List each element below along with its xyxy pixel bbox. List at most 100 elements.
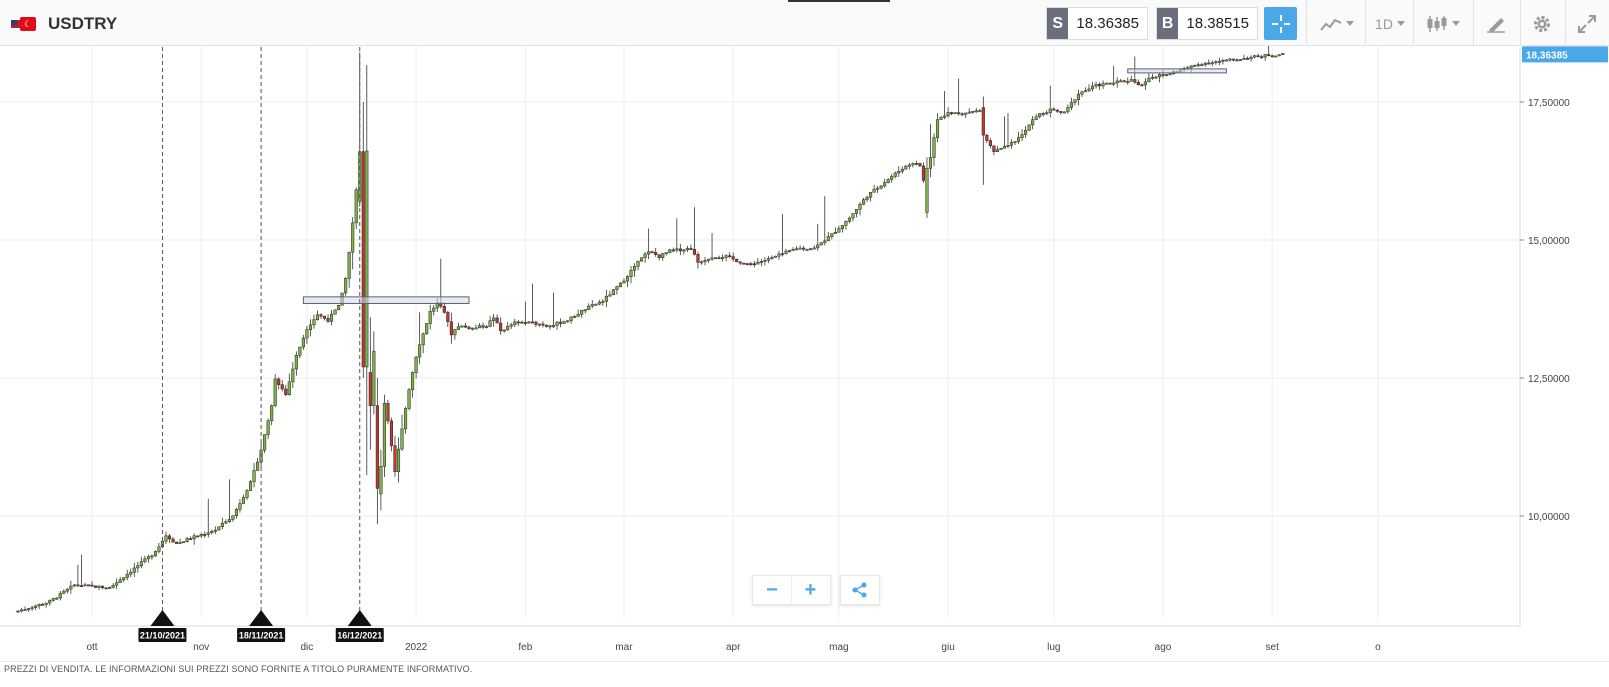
footer-divider bbox=[0, 661, 1609, 662]
candle-body bbox=[714, 257, 718, 260]
candle-body bbox=[851, 213, 855, 219]
chart-type-button[interactable] bbox=[1314, 7, 1360, 40]
currency-pair-flag-icon: ☾ bbox=[10, 17, 36, 31]
candle-body bbox=[995, 149, 999, 153]
candle-body bbox=[1238, 59, 1243, 61]
candle-body bbox=[312, 319, 316, 326]
candle-body bbox=[654, 251, 658, 255]
x-tick-label: giu bbox=[941, 642, 954, 653]
candle-body bbox=[1020, 134, 1024, 138]
gear-icon bbox=[1534, 15, 1550, 32]
candle-body bbox=[643, 253, 647, 258]
candle-body bbox=[418, 344, 422, 358]
candle-body bbox=[763, 260, 767, 262]
candle-body bbox=[1270, 55, 1274, 58]
candle-body bbox=[999, 148, 1003, 150]
candle-body bbox=[699, 261, 704, 264]
candle-body bbox=[301, 337, 305, 348]
candle-body bbox=[115, 582, 119, 586]
candle-body bbox=[731, 256, 735, 260]
candle-body bbox=[580, 310, 584, 315]
candle-body bbox=[689, 248, 693, 250]
candle-body bbox=[1066, 107, 1070, 113]
candle-body bbox=[953, 112, 957, 115]
candle-body bbox=[770, 257, 774, 259]
candle-body bbox=[939, 117, 943, 120]
candle-body bbox=[111, 584, 115, 588]
candle-body bbox=[492, 317, 496, 321]
candle-body bbox=[759, 261, 763, 263]
zoom-controls: − + bbox=[752, 575, 831, 605]
share-button[interactable] bbox=[841, 576, 879, 604]
price-chart[interactable]: 10,00000 12,50000 15,00000 17,50000 ott nov di… bbox=[0, 46, 1609, 661]
candle-body bbox=[1087, 88, 1091, 91]
candle-body bbox=[523, 322, 527, 324]
candle-body bbox=[136, 565, 140, 569]
candle-body bbox=[1249, 56, 1253, 60]
candle-body bbox=[403, 408, 408, 430]
zoom-in-button[interactable]: + bbox=[791, 576, 829, 604]
candle-body bbox=[1048, 108, 1052, 113]
candle-body bbox=[559, 321, 563, 324]
candle-body bbox=[728, 255, 732, 258]
candle-body bbox=[62, 590, 66, 594]
candle-body bbox=[555, 321, 559, 326]
buy-tag: B bbox=[1157, 8, 1179, 39]
candle-body bbox=[319, 314, 323, 317]
sell-button[interactable]: S 18.36385 bbox=[1046, 7, 1148, 40]
candle-body bbox=[1157, 74, 1162, 78]
fullscreen-button[interactable] bbox=[1569, 7, 1605, 40]
candle-style-button[interactable] bbox=[1418, 7, 1468, 40]
candle-body bbox=[389, 420, 394, 446]
candle-body bbox=[227, 519, 231, 522]
candle-body bbox=[1274, 55, 1278, 58]
support-zone-box bbox=[1127, 68, 1227, 74]
buy-button[interactable]: B 18.38515 bbox=[1156, 7, 1258, 40]
fullscreen-icon bbox=[1578, 14, 1596, 33]
candle-body bbox=[742, 262, 746, 265]
candle-body bbox=[795, 248, 799, 251]
candle-body bbox=[499, 322, 503, 332]
candle-body bbox=[594, 303, 598, 306]
candle-body bbox=[150, 555, 154, 558]
x-tick-label: dic bbox=[301, 642, 314, 653]
candle-body bbox=[157, 546, 161, 552]
event-marker-flag bbox=[347, 610, 372, 626]
candle-body bbox=[981, 107, 985, 136]
event-marker-label: 16/12/2021 bbox=[337, 631, 382, 641]
candle-body bbox=[241, 497, 246, 504]
toolbar-divider bbox=[1565, 0, 1566, 46]
crosshair-button[interactable] bbox=[1264, 7, 1297, 40]
candle-body bbox=[245, 490, 249, 498]
candle-body bbox=[809, 248, 813, 251]
candle-body bbox=[629, 270, 633, 277]
settings-button[interactable] bbox=[1524, 7, 1560, 40]
toolbar-divider bbox=[1365, 0, 1366, 46]
candle-body bbox=[1228, 58, 1232, 61]
candle-body bbox=[1207, 62, 1211, 65]
candle-body bbox=[192, 535, 196, 540]
candle-body bbox=[1119, 80, 1123, 83]
candle-body bbox=[48, 600, 52, 604]
candle-body bbox=[1150, 76, 1154, 79]
candle-body bbox=[1235, 59, 1239, 62]
candle-body bbox=[1214, 61, 1218, 64]
candle-body bbox=[1052, 108, 1056, 111]
candle-body bbox=[883, 182, 887, 187]
candle-body bbox=[375, 405, 379, 489]
candle-body bbox=[925, 167, 929, 213]
zoom-out-button[interactable]: − bbox=[766, 578, 778, 601]
active-indicator bbox=[788, 0, 890, 2]
draw-tool-button[interactable] bbox=[1478, 7, 1514, 40]
support-zone-box bbox=[302, 296, 470, 304]
candle-body bbox=[668, 249, 672, 253]
timeframe-dropdown[interactable]: 1D bbox=[1370, 7, 1410, 40]
candle-body bbox=[132, 567, 136, 573]
x-tick-label: set bbox=[1266, 642, 1280, 653]
candle-body bbox=[833, 231, 837, 234]
candle-body bbox=[386, 403, 390, 422]
crosshair-icon bbox=[1271, 14, 1290, 33]
candle-body bbox=[675, 248, 679, 251]
x-tick-label: nov bbox=[193, 642, 209, 653]
candle-body bbox=[213, 529, 217, 532]
